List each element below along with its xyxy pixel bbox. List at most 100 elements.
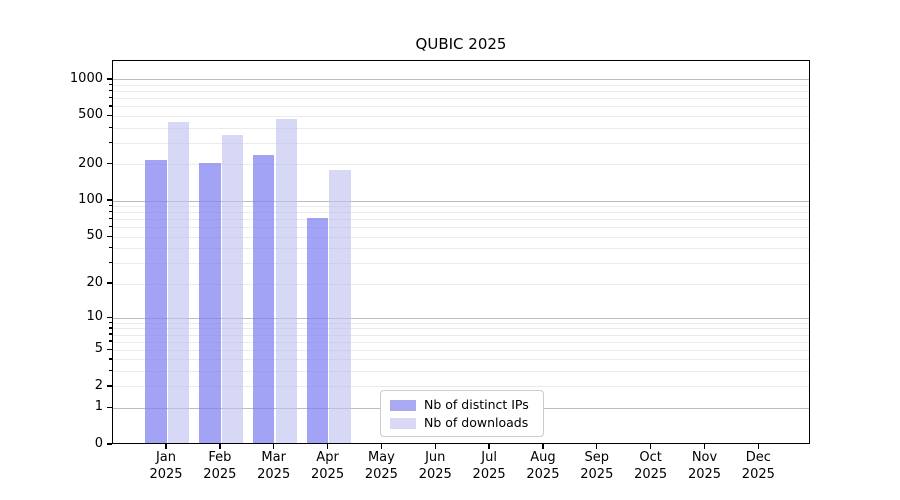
x-axis-tick xyxy=(380,444,383,449)
legend-swatch-distinct-ips xyxy=(390,399,416,411)
x-tick-label: Jun 2025 xyxy=(418,450,452,482)
y-tick-label: 10 xyxy=(86,309,103,325)
gridline-minor xyxy=(113,328,809,330)
y-axis-tick xyxy=(107,199,112,201)
x-axis-tick xyxy=(757,444,760,449)
x-tick-label: Apr 2025 xyxy=(311,450,345,482)
gridline-minor xyxy=(113,219,809,221)
gridline-minor xyxy=(113,341,809,343)
y-axis-minor-tick xyxy=(109,261,112,264)
y-axis-minor-tick xyxy=(109,340,112,342)
y-axis-minor-tick xyxy=(109,333,112,335)
x-tick-label: Jan 2025 xyxy=(149,450,183,482)
x-axis-tick xyxy=(434,444,436,449)
gridline-minor xyxy=(113,349,809,351)
x-tick-label: Jul 2025 xyxy=(472,450,506,482)
gridline-minor xyxy=(113,212,809,214)
bar-nb-of-downloads-feb xyxy=(221,134,244,443)
y-axis-minor-tick xyxy=(109,385,112,387)
y-axis-minor-tick xyxy=(109,114,112,117)
y-axis-minor-tick xyxy=(109,83,112,86)
gridline-minor xyxy=(113,91,809,93)
x-axis-tick xyxy=(649,444,652,449)
y-axis-minor-tick xyxy=(109,321,112,323)
legend-label-distinct-ips: Nb of distinct IPs xyxy=(424,397,529,412)
gridline-major xyxy=(113,79,809,81)
bar-nb-of-distinct-ips-feb xyxy=(198,162,221,443)
y-axis-minor-tick xyxy=(109,89,112,92)
y-axis-minor-tick xyxy=(109,141,112,144)
x-axis-tick xyxy=(326,444,329,449)
y-axis-minor-tick xyxy=(109,370,112,372)
x-axis-tick xyxy=(542,444,544,449)
y-axis-minor-tick xyxy=(109,204,112,207)
x-axis-tick xyxy=(165,444,167,449)
y-axis-minor-tick xyxy=(109,218,112,220)
x-axis-tick xyxy=(703,444,706,449)
y-tick-label: 1000 xyxy=(69,70,103,86)
gridline-minor xyxy=(113,263,809,265)
x-tick-label: May 2025 xyxy=(364,450,398,482)
gridline-minor xyxy=(113,227,809,229)
gridline-minor xyxy=(113,386,809,388)
gridline-minor xyxy=(113,248,809,250)
x-tick-label: Dec 2025 xyxy=(741,450,775,482)
gridline-minor xyxy=(113,359,809,361)
legend-label-downloads: Nb of downloads xyxy=(424,415,529,430)
y-axis-minor-tick xyxy=(109,97,112,99)
legend-item: Nb of distinct IPs xyxy=(390,397,534,413)
bar-nb-of-downloads-mar xyxy=(275,118,298,443)
y-axis-minor-tick xyxy=(109,105,112,107)
y-axis-minor-tick xyxy=(109,235,112,237)
gridline-minor xyxy=(113,115,809,117)
gridline-major xyxy=(113,317,809,319)
bar-nb-of-downloads-apr xyxy=(329,169,352,443)
gridline-minor xyxy=(113,206,809,208)
legend: Nb of distinct IPs Nb of downloads xyxy=(380,390,544,437)
y-axis-minor-tick xyxy=(109,163,112,165)
y-tick-label: 1 xyxy=(94,399,103,415)
x-axis-tick xyxy=(488,444,490,449)
gridline-minor xyxy=(113,322,809,324)
chart-title: QUBIC 2025 xyxy=(415,35,507,53)
gridline-major xyxy=(113,200,809,202)
y-tick-label: 2 xyxy=(94,377,103,393)
y-axis-tick xyxy=(107,406,112,409)
x-axis-tick xyxy=(219,444,221,449)
y-axis-minor-tick xyxy=(109,211,112,213)
y-axis-minor-tick xyxy=(109,126,112,128)
x-axis-tick xyxy=(273,444,275,449)
y-axis-minor-tick xyxy=(109,358,112,360)
gridline-minor xyxy=(113,84,809,86)
x-tick-label: Aug 2025 xyxy=(526,450,560,482)
bar-nb-of-distinct-ips-jan xyxy=(145,160,167,443)
plot-area xyxy=(112,60,810,444)
bar-nb-of-downloads-jan xyxy=(167,122,190,443)
legend-swatch-downloads xyxy=(390,417,416,429)
y-axis-minor-tick xyxy=(109,226,112,228)
gridline-minor xyxy=(113,334,809,336)
y-tick-label: 500 xyxy=(78,107,103,123)
y-axis-minor-tick xyxy=(109,348,112,350)
y-tick-label: 200 xyxy=(78,155,103,171)
y-axis-minor-tick xyxy=(109,327,112,329)
x-axis-tick xyxy=(596,444,598,449)
gridline-minor xyxy=(113,106,809,108)
y-tick-label: 100 xyxy=(78,192,103,208)
x-tick-label: Nov 2025 xyxy=(687,450,722,482)
gridline-minor xyxy=(113,236,809,238)
gridline-minor xyxy=(113,283,809,285)
x-tick-label: Sep 2025 xyxy=(580,450,614,482)
y-tick-label: 0 xyxy=(94,436,103,451)
y-axis-tick xyxy=(107,443,112,445)
gridline-minor xyxy=(113,142,809,144)
y-axis-tick xyxy=(107,316,112,318)
gridline-minor xyxy=(113,371,809,373)
x-tick-label: Feb 2025 xyxy=(203,450,237,482)
gridline-minor xyxy=(113,98,809,100)
y-axis-tick xyxy=(107,78,112,80)
gridline-minor xyxy=(113,127,809,129)
bar-nb-of-distinct-ips-apr xyxy=(306,217,329,443)
x-tick-label: Mar 2025 xyxy=(257,450,291,482)
